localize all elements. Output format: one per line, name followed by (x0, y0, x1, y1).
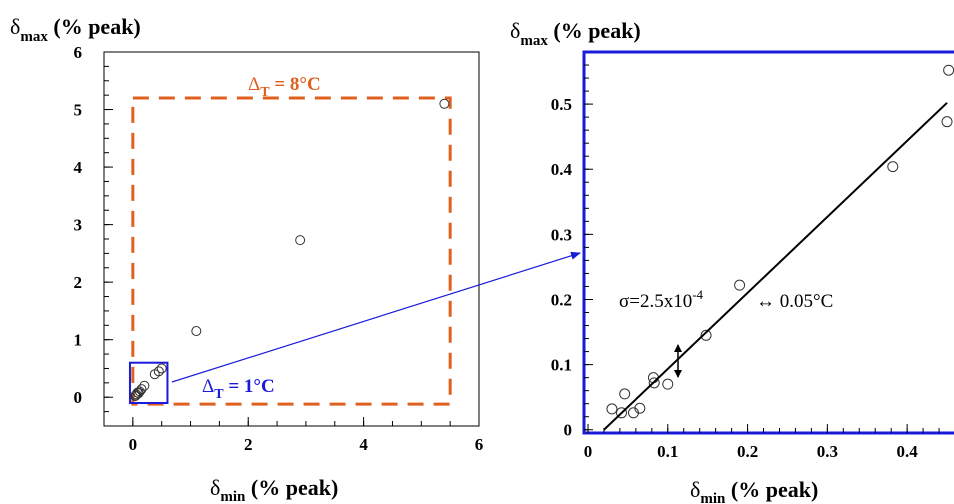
region-box-8c (131, 96, 452, 406)
left-x-tick-label: 4 (359, 435, 368, 454)
right-data-point (941, 116, 953, 128)
region-box-1c (128, 361, 169, 404)
right-x-tick-label: 0.2 (737, 442, 758, 461)
left-annotation-group (128, 96, 452, 406)
left-y-tick-label: 1 (74, 331, 83, 350)
left-y-tick-label: 0 (74, 388, 83, 407)
left-x-tick-label: 0 (129, 435, 138, 454)
left-y-tick-label: 5 (74, 101, 83, 120)
left-data-point (134, 386, 145, 397)
right-chart: 0 0.1 0.2 0.3 0.4 0 0.1 0.2 0.3 0.4 0.5 δmax (% pe… (510, 18, 954, 504)
right-data-point (616, 407, 627, 419)
right-point-group (606, 64, 954, 419)
right-x-tick-label: 0 (584, 442, 593, 461)
right-plot-frame (582, 50, 954, 435)
right-y-tick-label: 0.1 (551, 356, 572, 375)
left-y-tick-label: 4 (74, 158, 83, 177)
left-y-tick-label: 2 (74, 273, 83, 292)
left-annotation-1c: ΔT = 1°C (202, 376, 275, 402)
zoom-connector-arrow (171, 251, 581, 383)
left-tick-group: 0 2 4 6 0 1 2 3 4 5 6 (74, 43, 484, 454)
left-data-point (439, 98, 450, 109)
right-x-axis-label: δmin (% peak) (690, 477, 818, 504)
left-x-axis-label: δmin (% peak) (210, 475, 338, 504)
left-data-point (132, 387, 143, 398)
right-data-point (648, 377, 660, 389)
right-data-point (662, 378, 674, 390)
right-y-tick-label: 0.2 (551, 290, 572, 309)
left-y-tick-label: 6 (74, 43, 83, 62)
left-x-tick-label: 2 (244, 435, 253, 454)
right-x-tick-label: 0.3 (817, 442, 838, 461)
arrow-annotation: ↔ 0.05°C (756, 291, 833, 312)
right-data-point (700, 329, 712, 341)
right-y-tick-label: 0.5 (551, 95, 572, 114)
left-y-axis-label: δmax (% peak) (10, 14, 141, 45)
right-data-point (619, 388, 631, 400)
right-y-tick-label: 0.3 (551, 225, 572, 244)
left-annotation-8c: ΔT = 8°C (248, 74, 321, 100)
right-x-tick-label: 0.1 (657, 442, 678, 461)
left-data-point (191, 326, 202, 337)
left-data-point (295, 235, 306, 246)
sigma-arrow (674, 344, 682, 378)
sigma-annotation: σ=2.5x10-4 (619, 287, 704, 312)
right-x-tick-label: 0.4 (897, 442, 919, 461)
right-data-point (734, 279, 746, 291)
left-y-tick-label: 3 (74, 216, 83, 235)
right-data-point (887, 161, 899, 173)
right-data-point (606, 403, 618, 415)
right-data-point (943, 64, 954, 76)
right-y-tick-label: 0.4 (551, 160, 573, 179)
fit-line (603, 102, 948, 431)
right-data-point (627, 407, 639, 419)
right-y-tick-label: 0 (564, 421, 573, 440)
left-data-point (149, 369, 160, 380)
left-plot-frame (103, 51, 480, 427)
left-data-point (156, 363, 167, 374)
right-tick-group: 0 0.1 0.2 0.3 0.4 0 0.1 0.2 0.3 0.4 0.5 (551, 64, 940, 461)
left-point-group (130, 98, 450, 402)
right-y-axis-label: δmax (% peak) (510, 18, 641, 49)
left-x-tick-label: 6 (475, 435, 484, 454)
